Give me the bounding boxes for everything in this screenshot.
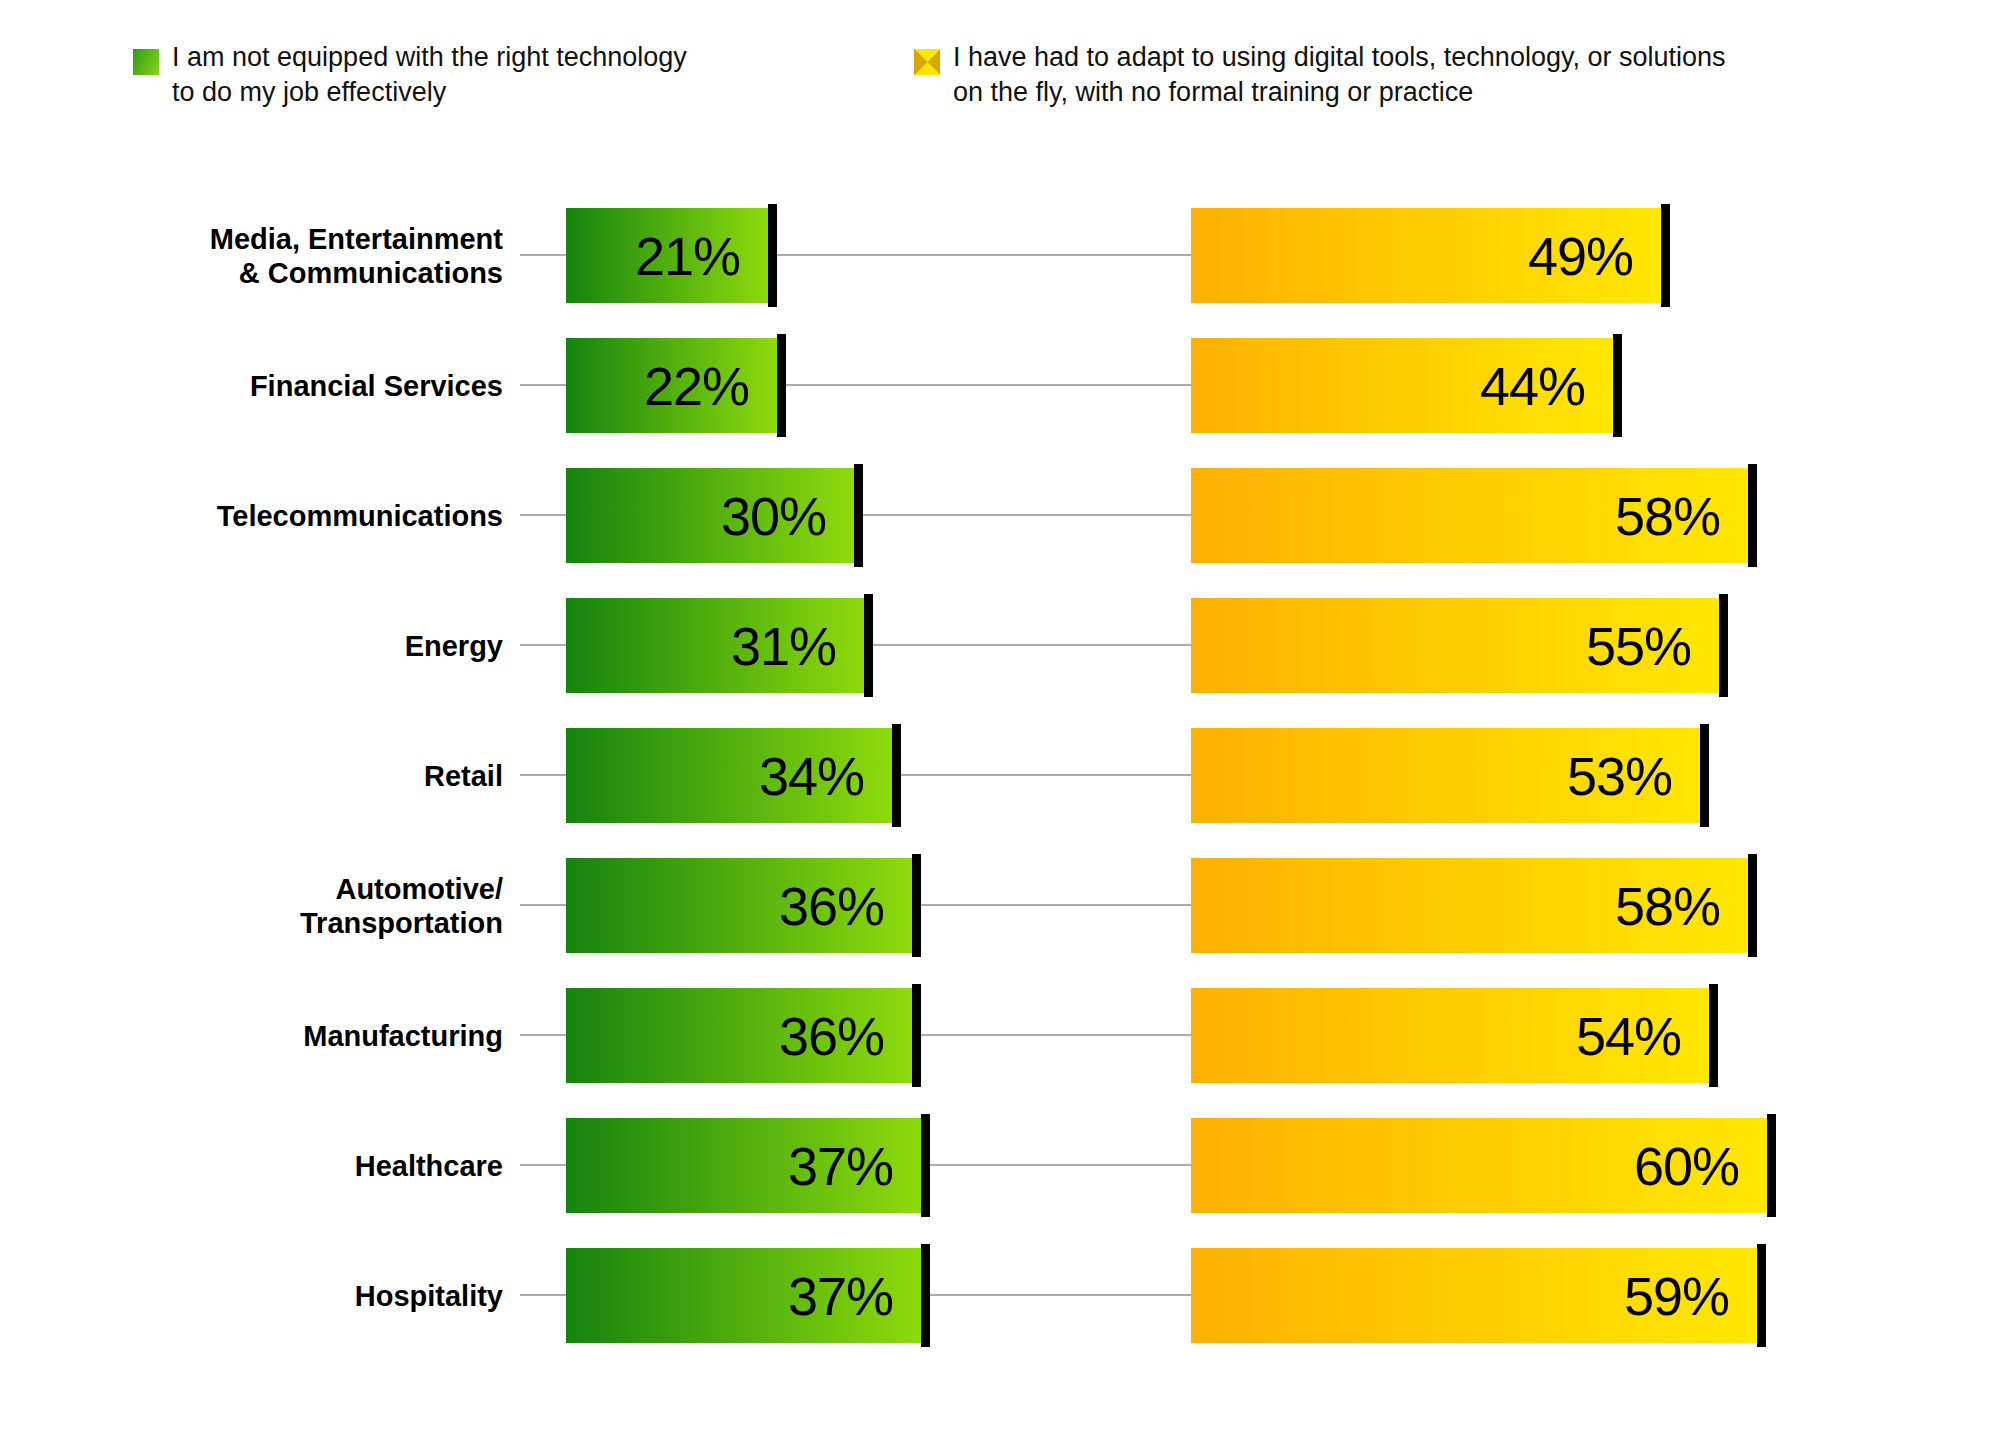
connector-line <box>901 774 1191 776</box>
connector-line <box>520 384 566 386</box>
bar-endcap <box>1661 204 1670 307</box>
legend-item-not-equipped: I am not equipped with the right technol… <box>133 40 687 110</box>
connector-line <box>863 514 1191 516</box>
category-label: Automotive/ Transportation <box>0 858 503 953</box>
connector-line <box>520 644 566 646</box>
category-label: Financial Services <box>0 338 503 433</box>
category-label: Manufacturing <box>0 988 503 1083</box>
bar-value: 60% <box>1634 1135 1767 1197</box>
bar-endcap <box>1748 464 1757 567</box>
bar-value: 30% <box>721 485 854 547</box>
yellow-swatch-icon <box>914 49 940 75</box>
category-label: Healthcare <box>0 1118 503 1213</box>
bar-value: 54% <box>1576 1005 1709 1067</box>
chart-row: Telecommunications 30% 58% <box>0 468 2000 563</box>
chart-row: Retail 34% 53% <box>0 728 2000 823</box>
bar-value: 58% <box>1615 485 1748 547</box>
bar-green: 30% <box>566 468 854 563</box>
bar-value: 44% <box>1480 355 1613 417</box>
bar-yellow: 58% <box>1191 858 1748 953</box>
bar-green: 31% <box>566 598 864 693</box>
category-label: Hospitality <box>0 1248 503 1343</box>
bar-green: 36% <box>566 858 912 953</box>
bar-green: 21% <box>566 208 768 303</box>
legend-label: I am not equipped with the right technol… <box>172 40 687 110</box>
connector-line <box>520 254 566 256</box>
connector-line <box>520 1294 566 1296</box>
bar-endcap <box>777 334 786 437</box>
connector-line <box>930 1294 1191 1296</box>
category-label: Retail <box>0 728 503 823</box>
connector-line <box>930 1164 1191 1166</box>
bar-endcap <box>1709 984 1718 1087</box>
bar-endcap <box>892 724 901 827</box>
bar-green: 34% <box>566 728 892 823</box>
bar-value: 22% <box>644 355 777 417</box>
connector-line <box>520 1034 566 1036</box>
chart-row: Financial Services 22% 44% <box>0 338 2000 433</box>
bar-endcap <box>912 854 921 957</box>
bar-endcap <box>1757 1244 1766 1347</box>
bar-value: 31% <box>731 615 864 677</box>
bar-endcap <box>912 984 921 1087</box>
bar-yellow: 49% <box>1191 208 1661 303</box>
bar-endcap <box>1700 724 1709 827</box>
chart-row: Manufacturing 36% 54% <box>0 988 2000 1083</box>
bar-value: 59% <box>1624 1265 1757 1327</box>
chart-row: Automotive/ Transportation 36% 58% <box>0 858 2000 953</box>
bar-value: 55% <box>1586 615 1719 677</box>
infographic-bar-chart: I am not equipped with the right technol… <box>0 0 2000 1438</box>
bar-endcap <box>1767 1114 1776 1217</box>
connector-line <box>786 384 1191 386</box>
bar-yellow: 44% <box>1191 338 1613 433</box>
bar-green: 37% <box>566 1248 921 1343</box>
category-label: Energy <box>0 598 503 693</box>
bar-endcap <box>854 464 863 567</box>
bar-yellow: 53% <box>1191 728 1700 823</box>
bar-value: 36% <box>779 875 912 937</box>
connector-line <box>520 904 566 906</box>
connector-line <box>921 1034 1191 1036</box>
bar-green: 36% <box>566 988 912 1083</box>
chart-row: Media, Entertainment & Communications 21… <box>0 208 2000 303</box>
bar-endcap <box>1719 594 1728 697</box>
bar-endcap <box>864 594 873 697</box>
bar-yellow: 58% <box>1191 468 1748 563</box>
bar-value: 21% <box>635 225 768 287</box>
chart-row: Hospitality 37% 59% <box>0 1248 2000 1343</box>
bar-endcap <box>921 1244 930 1347</box>
green-swatch-icon <box>133 49 159 75</box>
category-label: Telecommunications <box>0 468 503 563</box>
connector-line <box>777 254 1191 256</box>
bar-value: 37% <box>788 1265 921 1327</box>
connector-line <box>921 904 1191 906</box>
bar-green: 37% <box>566 1118 921 1213</box>
bar-value: 49% <box>1528 225 1661 287</box>
bar-endcap <box>921 1114 930 1217</box>
legend-label: I have had to adapt to using digital too… <box>953 40 1726 110</box>
bar-yellow: 60% <box>1191 1118 1767 1213</box>
bar-value: 37% <box>788 1135 921 1197</box>
bar-yellow: 54% <box>1191 988 1709 1083</box>
connector-line <box>520 1164 566 1166</box>
chart-row: Healthcare 37% 60% <box>0 1118 2000 1213</box>
legend-item-adapt-on-the-fly: I have had to adapt to using digital too… <box>914 40 1726 110</box>
bar-value: 53% <box>1567 745 1700 807</box>
bar-yellow: 59% <box>1191 1248 1757 1343</box>
bar-endcap <box>1613 334 1622 437</box>
bar-yellow: 55% <box>1191 598 1719 693</box>
bar-endcap <box>1748 854 1757 957</box>
chart-row: Energy 31% 55% <box>0 598 2000 693</box>
bar-value: 34% <box>759 745 892 807</box>
connector-line <box>520 514 566 516</box>
connector-line <box>873 644 1191 646</box>
connector-line <box>520 774 566 776</box>
bar-value: 36% <box>779 1005 912 1067</box>
bar-endcap <box>768 204 777 307</box>
category-label: Media, Entertainment & Communications <box>0 208 503 303</box>
bar-green: 22% <box>566 338 777 433</box>
bar-value: 58% <box>1615 875 1748 937</box>
